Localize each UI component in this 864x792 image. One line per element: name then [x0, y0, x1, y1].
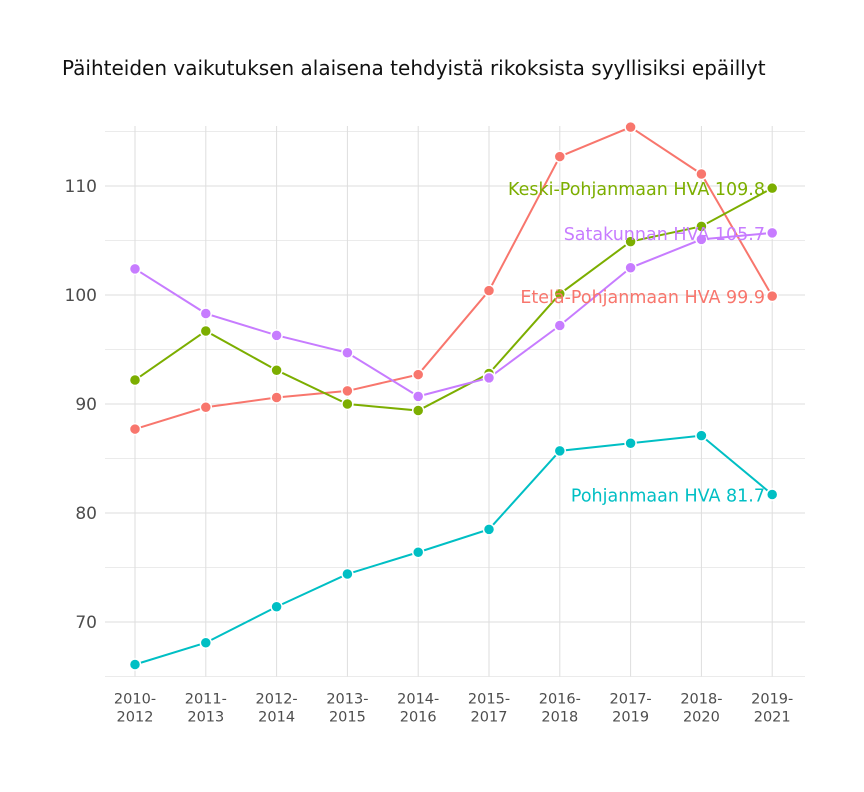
y-tick-label: 80	[75, 504, 97, 524]
data-point	[624, 436, 637, 450]
data-point	[341, 397, 354, 411]
y-tick-label: 70	[75, 613, 97, 633]
data-point	[765, 488, 779, 501]
data-point	[695, 167, 708, 181]
data-point	[270, 363, 283, 377]
series-line	[134, 231, 773, 398]
series-line	[134, 126, 774, 431]
data-point	[270, 600, 283, 613]
series-end-label: Etelä-Pohjanmaan HVA 99.9	[520, 288, 765, 308]
data-point	[695, 220, 708, 233]
series-end-label: Pohjanmaan HVA 81.7	[571, 486, 765, 506]
data-point	[765, 181, 779, 195]
data-point	[482, 284, 496, 297]
data-point	[128, 422, 142, 436]
data-point	[128, 373, 142, 387]
y-tick-label: 90	[75, 395, 97, 415]
data-point	[341, 567, 354, 581]
series-end-label: Satakunnan HVA 105.7	[564, 225, 765, 245]
data-point	[341, 346, 354, 360]
data-point	[128, 658, 142, 671]
data-point	[411, 368, 425, 381]
y-tick-label: 110	[65, 177, 97, 197]
x-tick-label: 2019-2021	[751, 692, 793, 726]
data-point	[624, 235, 637, 248]
x-tick-label: 2011-2013	[185, 692, 227, 726]
data-point	[199, 401, 213, 414]
data-point	[765, 289, 779, 303]
data-point	[270, 329, 283, 342]
data-point	[624, 120, 637, 134]
data-point	[553, 444, 567, 458]
series-end-label: Keski-Pohjanmaan HVA 109.8	[508, 180, 765, 200]
data-point	[553, 319, 567, 332]
x-tick-label: 2013-2015	[326, 692, 368, 726]
x-tick-label: 2012-2014	[256, 692, 298, 726]
data-point	[482, 523, 496, 536]
data-point	[199, 324, 213, 338]
x-tick-label: 2017-2019	[610, 692, 652, 726]
x-tick-label: 2010-2012	[114, 692, 156, 726]
data-point	[411, 545, 425, 559]
data-point	[695, 233, 708, 246]
series-line	[134, 434, 773, 666]
data-point	[624, 261, 637, 274]
y-tick-label: 100	[65, 286, 97, 306]
data-point	[411, 404, 425, 417]
data-point	[765, 226, 779, 240]
data-point	[553, 287, 567, 301]
data-point	[482, 371, 496, 385]
x-tick-label: 2015-2017	[468, 692, 510, 726]
data-point	[199, 307, 213, 320]
data-point	[341, 384, 354, 398]
data-point	[270, 391, 283, 404]
x-tick-label: 2018-2020	[680, 692, 722, 726]
series-line	[134, 187, 773, 412]
data-point	[199, 636, 213, 649]
x-tick-label: 2014-2016	[397, 692, 439, 726]
x-tick-label: 2016-2018	[539, 692, 581, 726]
data-point	[553, 150, 567, 163]
data-point	[695, 429, 708, 442]
data-point	[128, 262, 142, 276]
chart-title: Päihteiden vaikutuksen alaisena tehdyist…	[62, 56, 766, 80]
data-point	[411, 390, 425, 403]
